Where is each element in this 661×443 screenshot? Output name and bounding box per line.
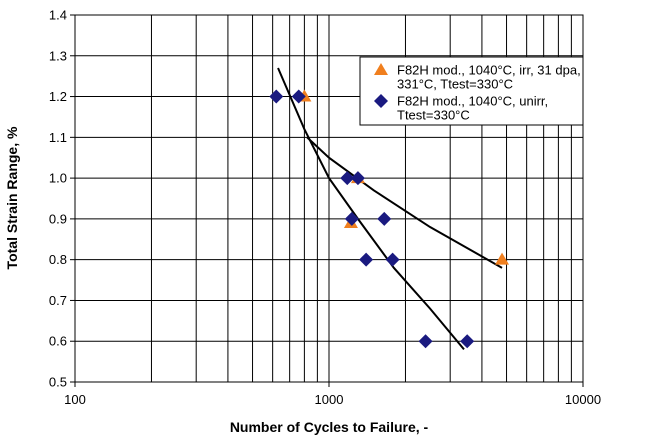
y-tick-label: 0.6 [49, 334, 67, 349]
diamond-marker [344, 211, 359, 226]
diamond-marker [377, 211, 392, 226]
triangle-marker [374, 63, 388, 75]
diamond-marker [340, 171, 355, 186]
y-tick-label: 1.2 [49, 89, 67, 104]
x-tick-label: 10000 [565, 392, 601, 407]
diamond-marker [460, 334, 475, 349]
y-tick-label: 1.4 [49, 8, 67, 23]
diamond-marker [359, 252, 374, 267]
fit-line [306, 136, 503, 269]
plot-frame [74, 14, 584, 383]
x-axis-label: Number of Cycles to Failure, - [230, 419, 429, 435]
y-tick-label: 0.7 [49, 293, 67, 308]
y-tick-label: 0.9 [49, 211, 67, 226]
y-tick-label: 0.8 [49, 252, 67, 267]
diamond-marker [385, 252, 400, 267]
y-tick-label: 0.5 [49, 375, 67, 390]
triangle-marker [495, 252, 510, 265]
y-tick-label: 1.3 [49, 48, 67, 63]
x-tick-label: 100 [64, 392, 86, 407]
legend-label: F82H mod., 1040°C, irr, 31 dpa, 331°C, Tt… [397, 63, 581, 92]
diamond-marker [350, 171, 365, 186]
legend-label: F82H mod., 1040°C, unirr, Ttest=330°C [397, 94, 548, 123]
y-tick-label: 1.0 [49, 171, 67, 186]
y-tick-label: 1.1 [49, 130, 67, 145]
legend: F82H mod., 1040°C, irr, 31 dpa, 331°C, Tt… [359, 56, 584, 126]
diamond-marker [374, 94, 388, 108]
y-axis-label: Total Strain Range, % [4, 126, 20, 269]
diamond-marker [291, 89, 306, 104]
diamond-marker [418, 334, 433, 349]
legend-box [359, 56, 584, 126]
diamond-marker [269, 89, 284, 104]
x-tick-label: 1000 [315, 392, 344, 407]
